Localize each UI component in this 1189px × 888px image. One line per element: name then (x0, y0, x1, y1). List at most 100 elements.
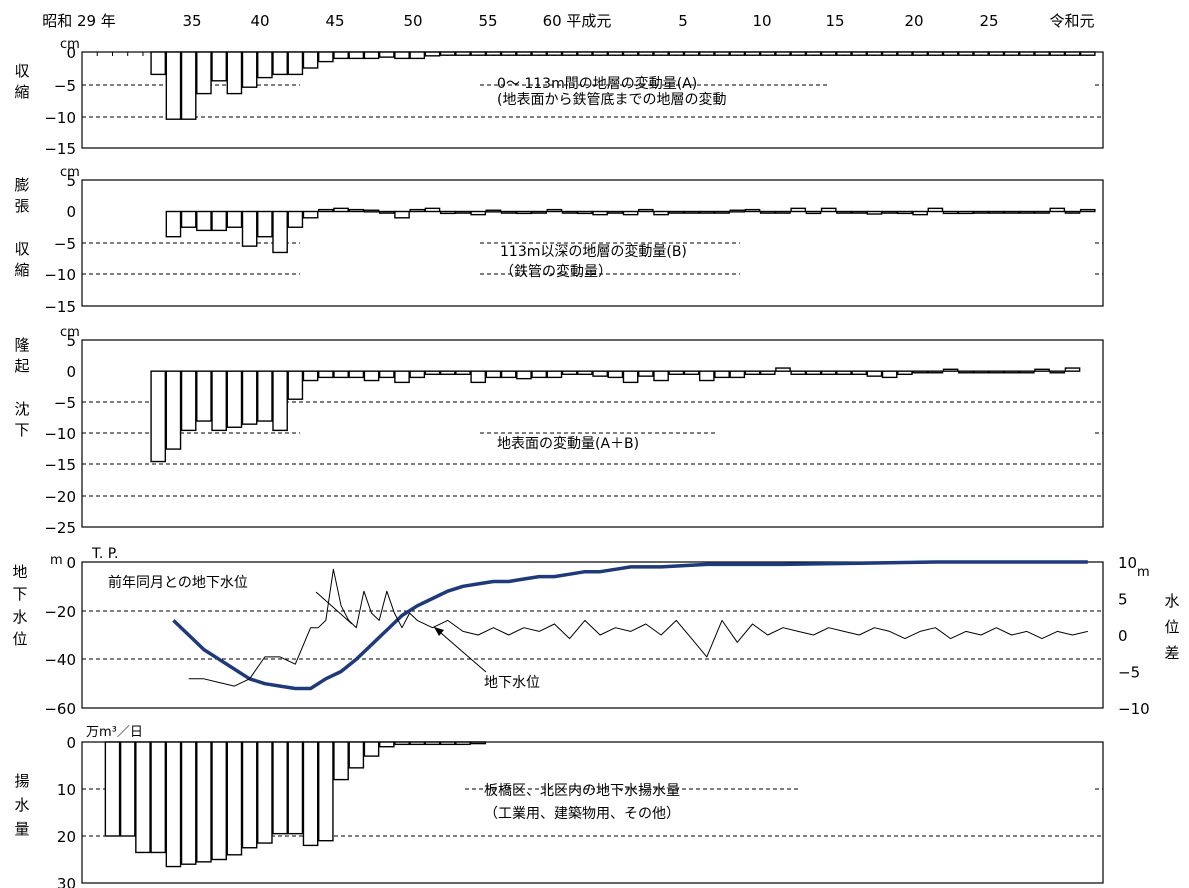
top-axis-label: 10 (752, 12, 771, 30)
bar (546, 370, 563, 379)
top-axis-label: 15 (825, 12, 844, 30)
bar (729, 51, 746, 56)
bar (516, 51, 532, 56)
bar (1079, 208, 1096, 213)
bar (988, 210, 1005, 214)
bar (592, 370, 608, 377)
y-tick-label: −15 (44, 456, 76, 474)
bar (1049, 207, 1066, 213)
side-label-char: 膨 (14, 176, 29, 194)
bar (180, 51, 197, 120)
bar (241, 210, 258, 247)
bar (1064, 51, 1081, 56)
bar (958, 370, 974, 374)
y-tick-label: 0 (66, 554, 76, 572)
y-tick-label: −25 (44, 519, 76, 537)
callout-line (315, 591, 353, 625)
bar (820, 51, 837, 56)
y-tick-label: −10 (44, 109, 76, 127)
bar (287, 210, 304, 228)
series-label-gw: 地下水位 (484, 675, 540, 691)
bar (378, 51, 395, 58)
callout-line (433, 626, 487, 673)
bar (241, 741, 258, 849)
bar (424, 741, 441, 746)
bar (942, 368, 959, 372)
y-tick-label: 5 (66, 332, 76, 350)
bar (714, 51, 730, 56)
bar (958, 210, 974, 215)
y-tick-label: −20 (44, 603, 76, 621)
bar (790, 207, 807, 213)
top-axis-label: 55 (478, 12, 497, 30)
bar (241, 370, 258, 425)
y-tick-label: 20 (57, 828, 76, 846)
bar (333, 370, 349, 379)
bar (272, 370, 288, 432)
bar (836, 370, 852, 375)
bar (470, 370, 487, 384)
bar (592, 51, 608, 56)
bar (409, 51, 426, 60)
bar (333, 207, 349, 213)
bar (973, 370, 989, 374)
y-tick-label: 10 (57, 781, 76, 799)
bar (668, 51, 685, 56)
side-label-char: 収 (14, 240, 29, 258)
bar (759, 370, 776, 375)
bar (958, 51, 974, 56)
side-label-char: 下 (14, 421, 29, 439)
bar (653, 370, 669, 382)
bar (318, 370, 334, 379)
side-label-char: 沈 (14, 400, 29, 418)
side-label-char: 収 (14, 62, 29, 80)
top-axis-label: 5 (678, 12, 688, 30)
side-label-char: 縮 (14, 261, 29, 279)
y-tick-label: 0 (66, 44, 76, 62)
bar (287, 741, 304, 835)
bar (333, 51, 349, 60)
bar (897, 210, 913, 215)
bar (165, 210, 182, 238)
bar (622, 210, 639, 216)
bar (1079, 51, 1096, 56)
bar (196, 741, 212, 863)
bar (119, 741, 136, 837)
bar (500, 210, 517, 214)
bar (394, 741, 410, 746)
bar (561, 51, 578, 56)
bar (866, 51, 883, 56)
bar (866, 370, 883, 377)
top-axis-label: 令和元 (1049, 12, 1094, 30)
bar (180, 370, 197, 432)
bar (302, 210, 319, 219)
right-y-tick-label: −10 (1118, 700, 1150, 718)
bar (424, 370, 441, 375)
bar (973, 51, 989, 56)
top-axis-label: 45 (325, 12, 344, 30)
side-label-char: 張 (14, 197, 29, 215)
bar (729, 209, 746, 213)
bar (912, 210, 928, 216)
bar (653, 210, 669, 216)
bar (698, 210, 715, 214)
bar (439, 210, 456, 215)
bar (272, 51, 288, 76)
bar (638, 208, 654, 213)
bar (211, 741, 227, 861)
bar (165, 741, 182, 868)
bar (1018, 370, 1035, 374)
top-axis-label: 35 (182, 12, 201, 30)
bar (927, 51, 944, 56)
panel-annotation: （工業用、建築物用、その他） (484, 806, 680, 822)
bar (912, 370, 928, 374)
bar (927, 370, 944, 374)
datum-label: T. P. (91, 546, 119, 562)
y-tick-label: −15 (44, 298, 76, 316)
side-label-char: 量 (14, 820, 29, 838)
right-y-tick-label: 5 (1118, 591, 1128, 609)
